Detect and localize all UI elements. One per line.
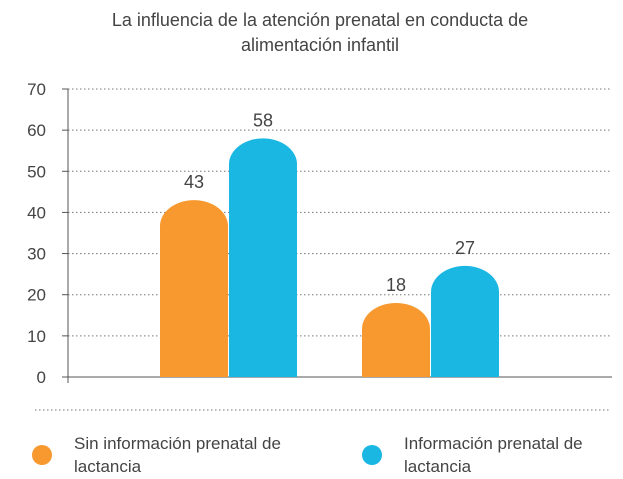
y-tick-label: 70: [27, 80, 46, 99]
legend-label: Información prenatal de lactancia: [404, 434, 583, 476]
legend-swatch: [32, 445, 52, 465]
y-tick-label: 30: [27, 245, 46, 264]
bar: [229, 138, 297, 377]
y-tick-label: 40: [27, 203, 46, 222]
y-tick-label: 0: [37, 368, 46, 387]
y-tick-label: 60: [27, 121, 46, 140]
y-tick-label: 20: [27, 286, 46, 305]
legend-label: Sin información prenatal de lactancia: [74, 434, 281, 476]
value-label: 27: [455, 238, 475, 258]
y-tick-label: 10: [27, 327, 46, 346]
value-label: 43: [184, 172, 204, 192]
y-tick-label: 50: [27, 162, 46, 181]
value-label: 58: [253, 110, 273, 130]
legend-swatch: [362, 445, 382, 465]
value-label: 18: [386, 275, 406, 295]
bar: [431, 265, 499, 377]
chart-title: La influencia de la atención prenatal en…: [111, 10, 529, 55]
bar: [362, 302, 430, 377]
bar: [160, 200, 228, 377]
